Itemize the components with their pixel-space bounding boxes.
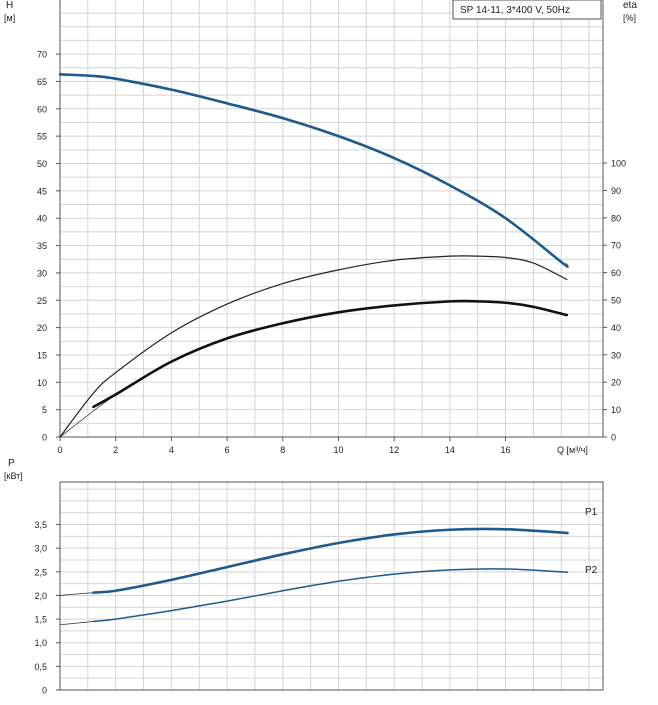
y-left-tick-label: 25 <box>37 296 47 306</box>
x-tick-label: 10 <box>333 445 343 455</box>
y-right-tick-label: 10 <box>611 405 621 415</box>
x-axis-label: Q [м³/ч] <box>557 445 588 455</box>
curve-P1 <box>92 527 569 594</box>
y-power-label-line2: [кВт] <box>4 471 23 481</box>
power-plot-frame <box>59 481 604 691</box>
y-left-tick-label: 20 <box>37 323 47 333</box>
y-power-label-line1: P <box>8 458 15 469</box>
x-tick-label: 0 <box>57 445 62 455</box>
legend-p2: P2 <box>585 565 598 576</box>
curve-P1-lead <box>59 592 94 596</box>
y-right-label-line2: [%] <box>623 13 636 23</box>
y-right-tick-label: 30 <box>611 350 621 360</box>
y-right-tick-label: 50 <box>611 296 621 306</box>
y-right-tick-label: 40 <box>611 323 621 333</box>
legend-box-text: SP 14-11, 3*400 V, 50Hz <box>460 5 570 16</box>
y-left-tick-label: 0 <box>42 433 47 443</box>
y-power-tick-label: 0 <box>42 686 47 696</box>
legend-box-frame <box>452 0 602 20</box>
curve-head <box>58 73 569 268</box>
y-right-tick-label: 70 <box>611 241 621 251</box>
y-power-tick-label: 2,0 <box>34 591 47 601</box>
curve-P2-lead <box>59 621 94 626</box>
curve-eta_total <box>92 299 569 409</box>
y-right-tick-label: 100 <box>611 159 626 169</box>
y-right-tick-label: 20 <box>611 378 621 388</box>
curve-head_thin <box>59 73 568 267</box>
x-tick-label: 6 <box>225 445 230 455</box>
y-power-tick-label: 0,5 <box>34 662 47 672</box>
y-left-tick-label: 50 <box>37 159 47 169</box>
x-tick-label: 8 <box>280 445 285 455</box>
y-left-label-line1: H <box>6 0 13 11</box>
y-right-tick-label: 60 <box>611 268 621 278</box>
x-tick-label: 2 <box>113 445 118 455</box>
tick-labels: 0510152025303540455055606570010203040506… <box>34 50 626 696</box>
y-left-tick-label: 60 <box>37 104 47 114</box>
curve-eta_pump <box>59 255 568 438</box>
y-right-label-line1: eta <box>623 0 637 11</box>
y-left-label-line2: [м] <box>4 13 15 23</box>
y-left-tick-label: 35 <box>37 241 47 251</box>
x-tick-label: 12 <box>389 445 399 455</box>
x-tick-label: 16 <box>501 445 511 455</box>
y-power-tick-label: 1,5 <box>34 615 47 625</box>
y-left-tick-label: 10 <box>37 378 47 388</box>
x-tick-label: 4 <box>169 445 174 455</box>
y-right-tick-label: 80 <box>611 213 621 223</box>
y-left-tick-label: 70 <box>37 50 47 60</box>
y-power-tick-label: 3,0 <box>34 544 47 554</box>
axis-labels: H [м] eta [%] Q [м³/ч] P [кВт] P1 P2 <box>4 0 637 576</box>
grid-lines <box>60 0 603 690</box>
legend-box: SP 14-11, 3*400 V, 50Hz <box>452 0 602 20</box>
y-right-tick-label: 0 <box>611 433 616 443</box>
y-left-tick-label: 40 <box>37 214 47 224</box>
legend-p1: P1 <box>585 507 598 518</box>
y-left-tick-label: 30 <box>37 268 47 278</box>
curves <box>58 73 569 626</box>
y-left-tick-label: 5 <box>42 405 47 415</box>
x-tick-label: 14 <box>445 445 455 455</box>
y-left-tick-label: 55 <box>37 132 47 142</box>
y-left-tick-label: 65 <box>37 77 47 87</box>
y-power-tick-label: 3,5 <box>34 520 47 530</box>
y-left-tick-label: 45 <box>37 186 47 196</box>
y-left-tick-label: 15 <box>37 350 47 360</box>
y-power-tick-label: 2,5 <box>34 567 47 577</box>
curve-P2 <box>92 568 569 623</box>
y-power-tick-label: 1,0 <box>34 638 47 648</box>
y-right-tick-label: 90 <box>611 186 621 196</box>
